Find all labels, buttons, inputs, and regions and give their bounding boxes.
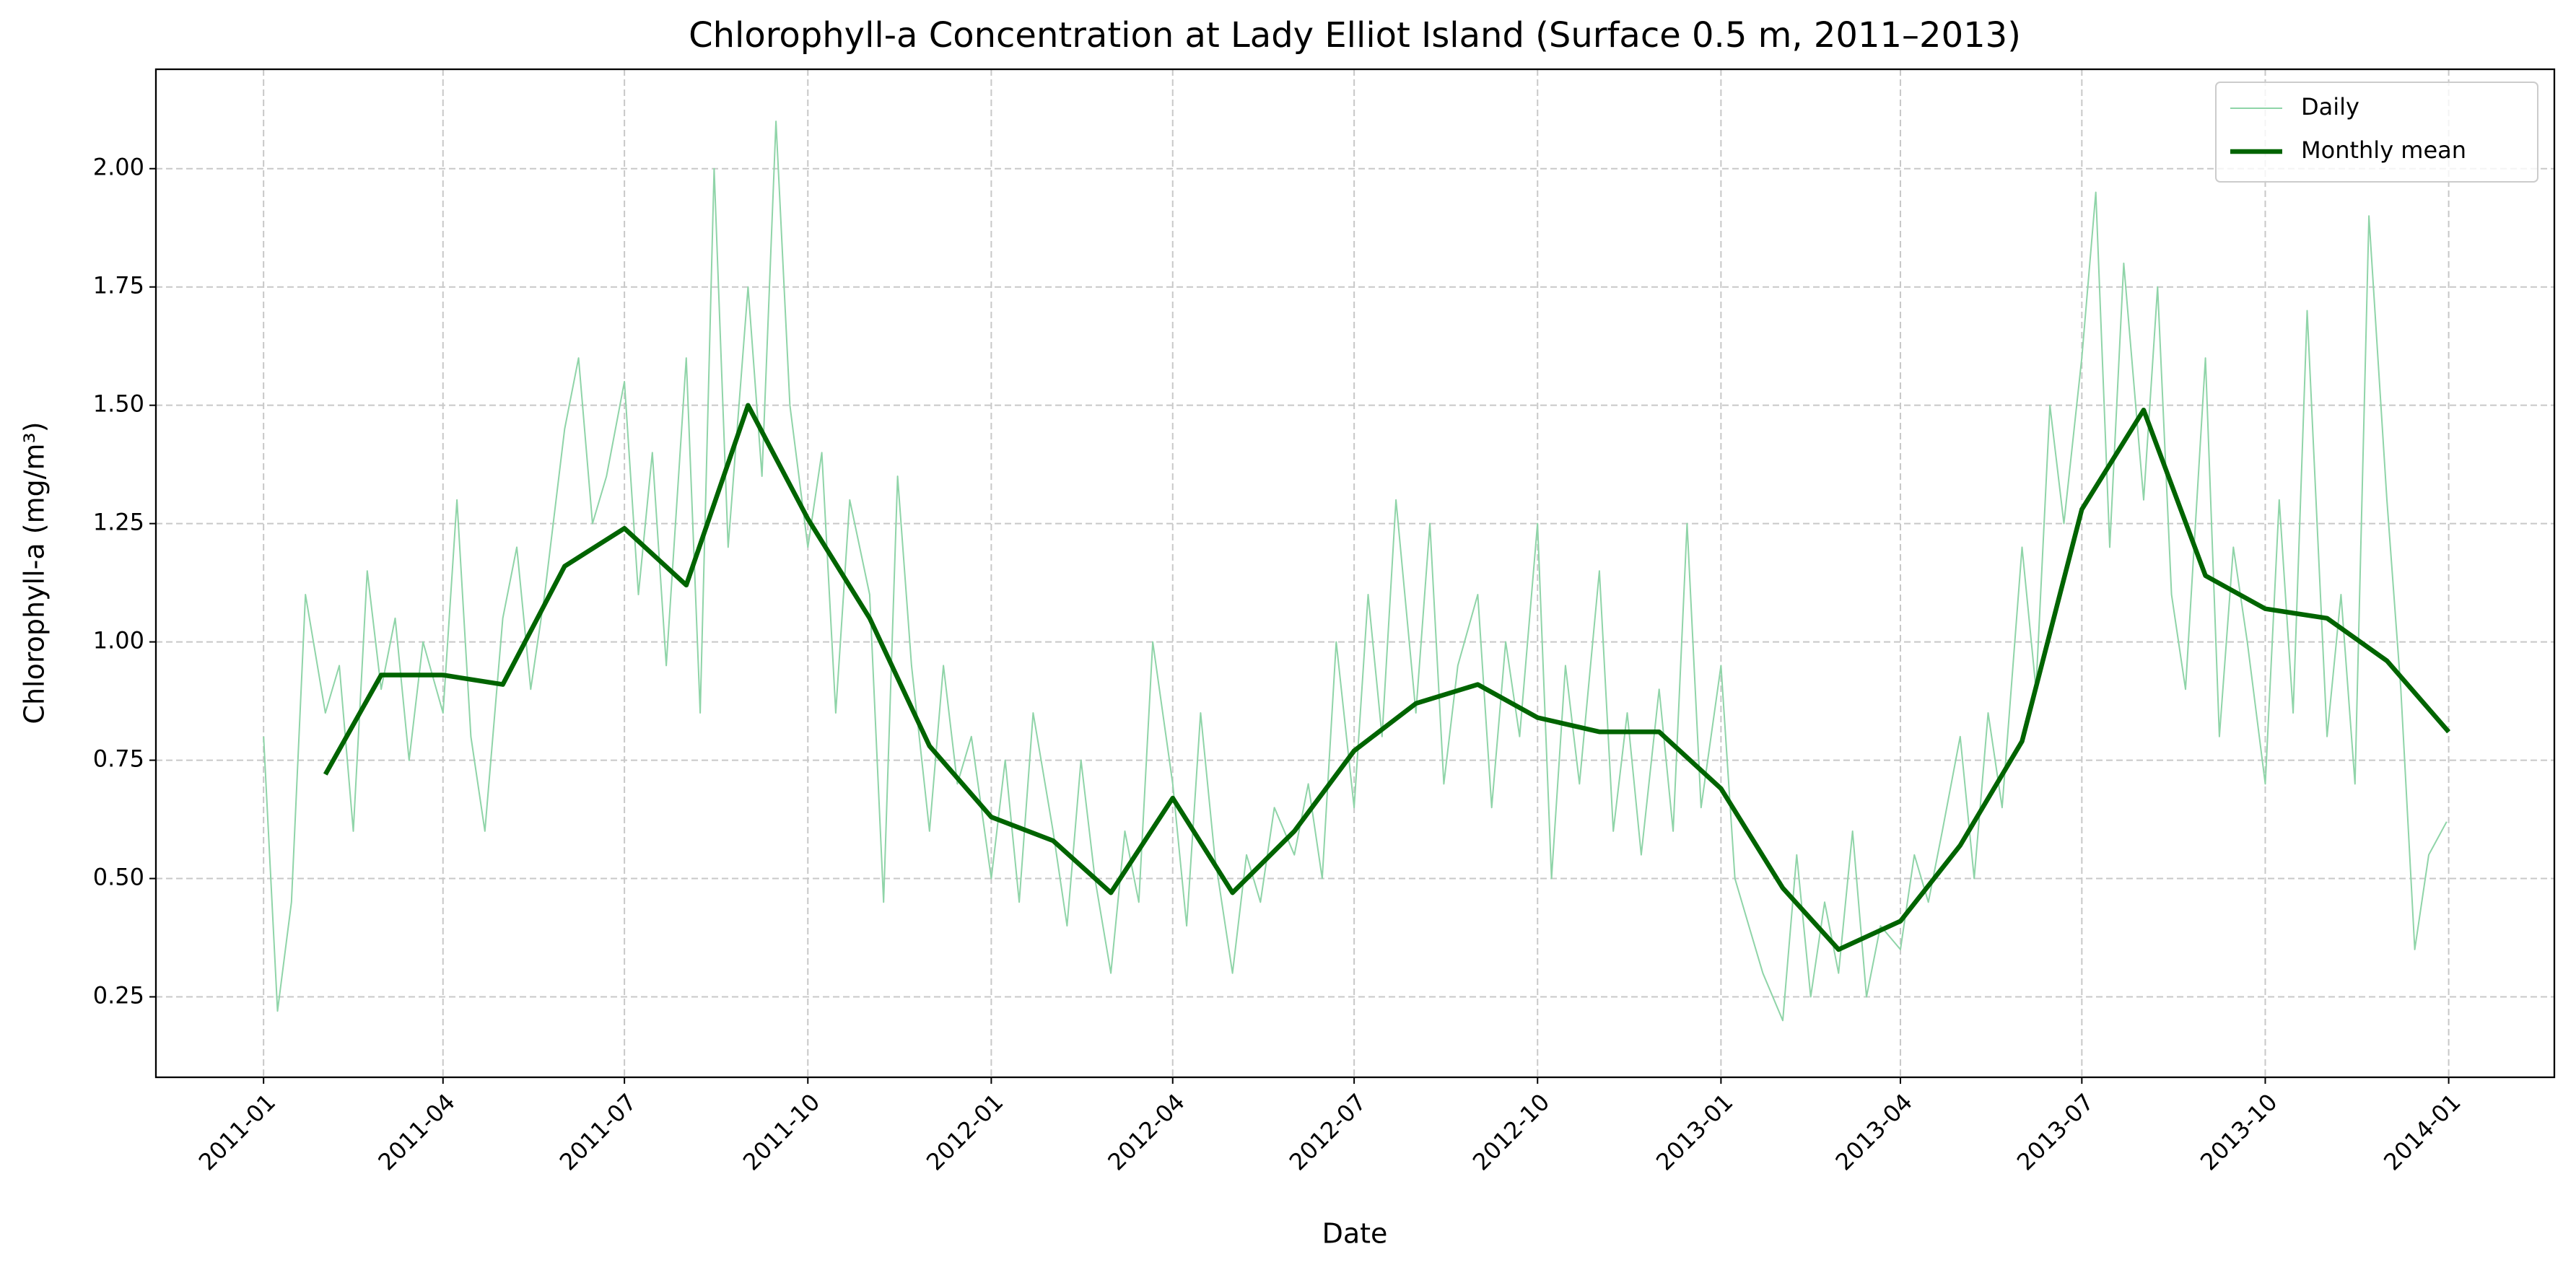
y-tick-label: 1.25 [93, 509, 144, 536]
y-tick-label: 2.00 [93, 154, 144, 181]
y-tick-label: 0.75 [93, 745, 144, 773]
legend-box [2215, 82, 2538, 183]
y-tick-label: 1.50 [93, 390, 144, 418]
y-tick-label: 1.75 [93, 272, 144, 299]
series-line [323, 403, 2451, 952]
y-tick-label: 1.00 [93, 627, 144, 654]
legend-label: Daily [2301, 93, 2359, 121]
y-tick-label: 0.50 [93, 864, 144, 891]
y-tick-label: 0.25 [93, 982, 144, 1009]
legend-label: Monthly mean [2301, 136, 2466, 164]
plot-frame [154, 68, 2556, 1079]
series-line [263, 121, 2448, 1022]
chart-title: Chlorophyll-a Concentration at Lady Elli… [689, 15, 2021, 56]
x-axis-label: Date [1322, 1218, 1388, 1250]
y-axis-label: Chlorophyll-a (mg/m³) [19, 421, 51, 724]
